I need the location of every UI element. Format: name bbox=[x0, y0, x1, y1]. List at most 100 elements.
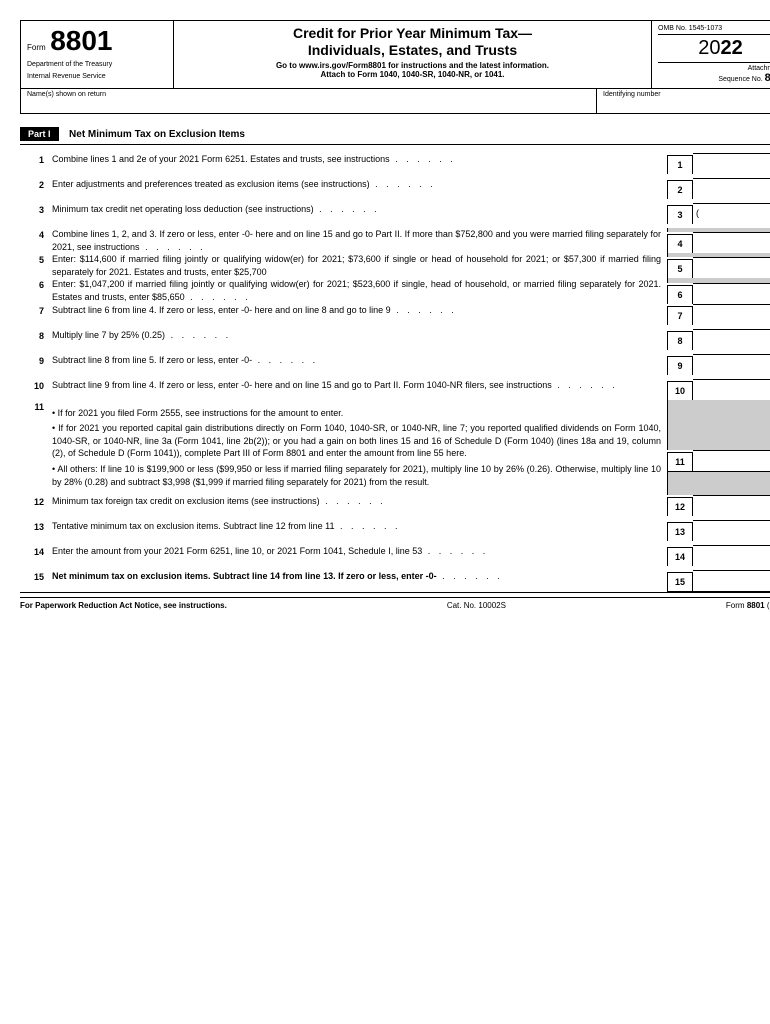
line-5-boxes: 5 bbox=[667, 253, 770, 278]
footer-catno: Cat. No. 10002S bbox=[447, 601, 506, 610]
dots: . . . . . . bbox=[552, 380, 618, 390]
dots: . . . . . . bbox=[390, 154, 456, 164]
line-1-value[interactable] bbox=[693, 153, 770, 174]
line-7-num: 7 bbox=[20, 304, 52, 316]
line-11-bullet-2: • If for 2021 you reported capital gain … bbox=[52, 422, 661, 460]
dots: . . . . . . bbox=[314, 204, 380, 214]
line-11-value[interactable] bbox=[693, 450, 770, 471]
line-6-desc: Enter: $1,047,200 if married filing join… bbox=[52, 279, 661, 302]
form-word: Form bbox=[27, 43, 46, 52]
line-1-box-num: 1 bbox=[667, 155, 693, 174]
line-15-value[interactable] bbox=[693, 570, 770, 592]
dots: . . . . . . bbox=[370, 179, 436, 189]
form-title-1: Credit for Prior Year Minimum Tax— bbox=[180, 25, 645, 42]
line-10-num: 10 bbox=[20, 379, 52, 400]
line-2-box-num: 2 bbox=[667, 180, 693, 199]
line-14-num: 14 bbox=[20, 545, 52, 557]
attachment-label: Attachment bbox=[748, 65, 770, 72]
line-8-desc: Multiply line 7 by 25% (0.25) bbox=[52, 330, 165, 340]
line-4: 4 Combine lines 1, 2, and 3. If zero or … bbox=[20, 228, 770, 253]
dept-treasury: Department of the Treasury bbox=[27, 61, 167, 69]
line-9-num: 9 bbox=[20, 354, 52, 366]
line-8-num: 8 bbox=[20, 329, 52, 341]
name-field-label[interactable]: Name(s) shown on return bbox=[21, 89, 597, 113]
line-13-text: Tentative minimum tax on exclusion items… bbox=[52, 520, 667, 533]
line-13: 13 Tentative minimum tax on exclusion it… bbox=[20, 520, 770, 541]
form-header: Form 8801 Department of the Treasury Int… bbox=[20, 20, 770, 89]
line-2-num: 2 bbox=[20, 178, 52, 190]
line-12-text: Minimum tax foreign tax credit on exclus… bbox=[52, 495, 667, 508]
line-8: 8 Multiply line 7 by 25% (0.25) . . . . … bbox=[20, 329, 770, 350]
line-11-boxes: 11 bbox=[667, 400, 770, 496]
line-10-text: Subtract line 9 from line 4. If zero or … bbox=[52, 379, 667, 400]
line-8-box-num: 8 bbox=[667, 331, 693, 350]
dots: . . . . . . bbox=[140, 242, 206, 252]
line-11-text: • If for 2021 you filed Form 2555, see i… bbox=[52, 404, 667, 492]
line-10-value[interactable] bbox=[693, 379, 770, 400]
line-5-value[interactable] bbox=[693, 257, 770, 278]
line-7: 7 Subtract line 6 from line 4. If zero o… bbox=[20, 304, 770, 325]
line-1-num: 1 bbox=[20, 153, 52, 165]
line-13-num: 13 bbox=[20, 520, 52, 532]
line-11: 11 • If for 2021 you filed Form 2555, se… bbox=[20, 400, 770, 496]
dots: . . . . . . bbox=[391, 305, 457, 315]
line-14-desc: Enter the amount from your 2021 Form 625… bbox=[52, 546, 422, 556]
line-14: 14 Enter the amount from your 2021 Form … bbox=[20, 545, 770, 566]
line-7-value[interactable] bbox=[693, 304, 770, 325]
form-number: 8801 bbox=[50, 25, 112, 57]
line-3-num: 3 bbox=[20, 203, 52, 215]
line-8-value[interactable] bbox=[693, 329, 770, 350]
line-2: 2 Enter adjustments and preferences trea… bbox=[20, 178, 770, 199]
dept-irs: Internal Revenue Service bbox=[27, 73, 167, 81]
line-6-text: Enter: $1,047,200 if married filing join… bbox=[52, 278, 667, 303]
line-9-value[interactable] bbox=[693, 354, 770, 375]
dots: . . . . . . bbox=[320, 496, 386, 506]
line-4-value[interactable] bbox=[693, 232, 770, 253]
shade bbox=[667, 400, 770, 450]
line-5-num: 5 bbox=[20, 253, 52, 278]
line-12-value[interactable] bbox=[693, 495, 770, 516]
line-10: 10 Subtract line 9 from line 4. If zero … bbox=[20, 379, 770, 400]
line-10-boxes: 10 bbox=[667, 379, 770, 400]
line-7-text: Subtract line 6 from line 4. If zero or … bbox=[52, 304, 667, 317]
line-11-bullet-3: • All others: If line 10 is $199,900 or … bbox=[52, 463, 661, 488]
line-7-box-num: 7 bbox=[667, 306, 693, 325]
line-11-num: 11 bbox=[20, 400, 52, 496]
line-6-value[interactable] bbox=[693, 283, 770, 304]
line-1: 1 Combine lines 1 and 2e of your 2021 Fo… bbox=[20, 153, 770, 174]
line-6-box-num: 6 bbox=[667, 285, 693, 304]
omb-number: OMB No. 1545-1073 bbox=[658, 25, 770, 35]
dots: . . . . . . bbox=[252, 355, 318, 365]
line-3-box-num: 3 bbox=[667, 205, 693, 224]
line-15-num: 15 bbox=[20, 570, 52, 582]
line-13-desc: Tentative minimum tax on exclusion items… bbox=[52, 521, 334, 531]
line-6: 6 Enter: $1,047,200 if married filing jo… bbox=[20, 278, 770, 303]
id-field-label[interactable]: Identifying number bbox=[597, 89, 770, 113]
header-left: Form 8801 Department of the Treasury Int… bbox=[21, 21, 174, 88]
line-2-text: Enter adjustments and preferences treate… bbox=[52, 178, 667, 191]
line-10-desc: Subtract line 9 from line 4. If zero or … bbox=[52, 380, 552, 390]
line-11-box-num: 11 bbox=[667, 452, 693, 471]
line-7-desc: Subtract line 6 from line 4. If zero or … bbox=[52, 305, 391, 315]
header-center: Credit for Prior Year Minimum Tax— Indiv… bbox=[174, 21, 652, 88]
form-title-2: Individuals, Estates, and Trusts bbox=[180, 42, 645, 59]
line-3-value[interactable]: () bbox=[693, 203, 770, 224]
line-5-box-num: 5 bbox=[667, 259, 693, 278]
line-1-text: Combine lines 1 and 2e of your 2021 Form… bbox=[52, 153, 667, 166]
year-suffix: 22 bbox=[721, 37, 743, 59]
year-prefix: 20 bbox=[698, 37, 720, 59]
line-1-desc: Combine lines 1 and 2e of your 2021 Form… bbox=[52, 154, 390, 164]
line-14-value[interactable] bbox=[693, 545, 770, 566]
line-2-value[interactable] bbox=[693, 178, 770, 199]
dots: . . . . . . bbox=[437, 571, 503, 581]
line-5-text: Enter: $114,600 if married filing jointl… bbox=[52, 253, 667, 278]
line-15: 15 Net minimum tax on exclusion items. S… bbox=[20, 570, 770, 593]
line-12-desc: Minimum tax foreign tax credit on exclus… bbox=[52, 496, 320, 506]
form-lines: 1 Combine lines 1 and 2e of your 2021 Fo… bbox=[20, 153, 770, 593]
line-13-value[interactable] bbox=[693, 520, 770, 541]
line-3-text: Minimum tax credit net operating loss de… bbox=[52, 203, 667, 216]
line-4-num: 4 bbox=[20, 228, 52, 253]
header-right: OMB No. 1545-1073 2022 Attachment Sequen… bbox=[652, 21, 770, 88]
line-3-desc: Minimum tax credit net operating loss de… bbox=[52, 204, 314, 214]
line-14-text: Enter the amount from your 2021 Form 625… bbox=[52, 545, 667, 558]
